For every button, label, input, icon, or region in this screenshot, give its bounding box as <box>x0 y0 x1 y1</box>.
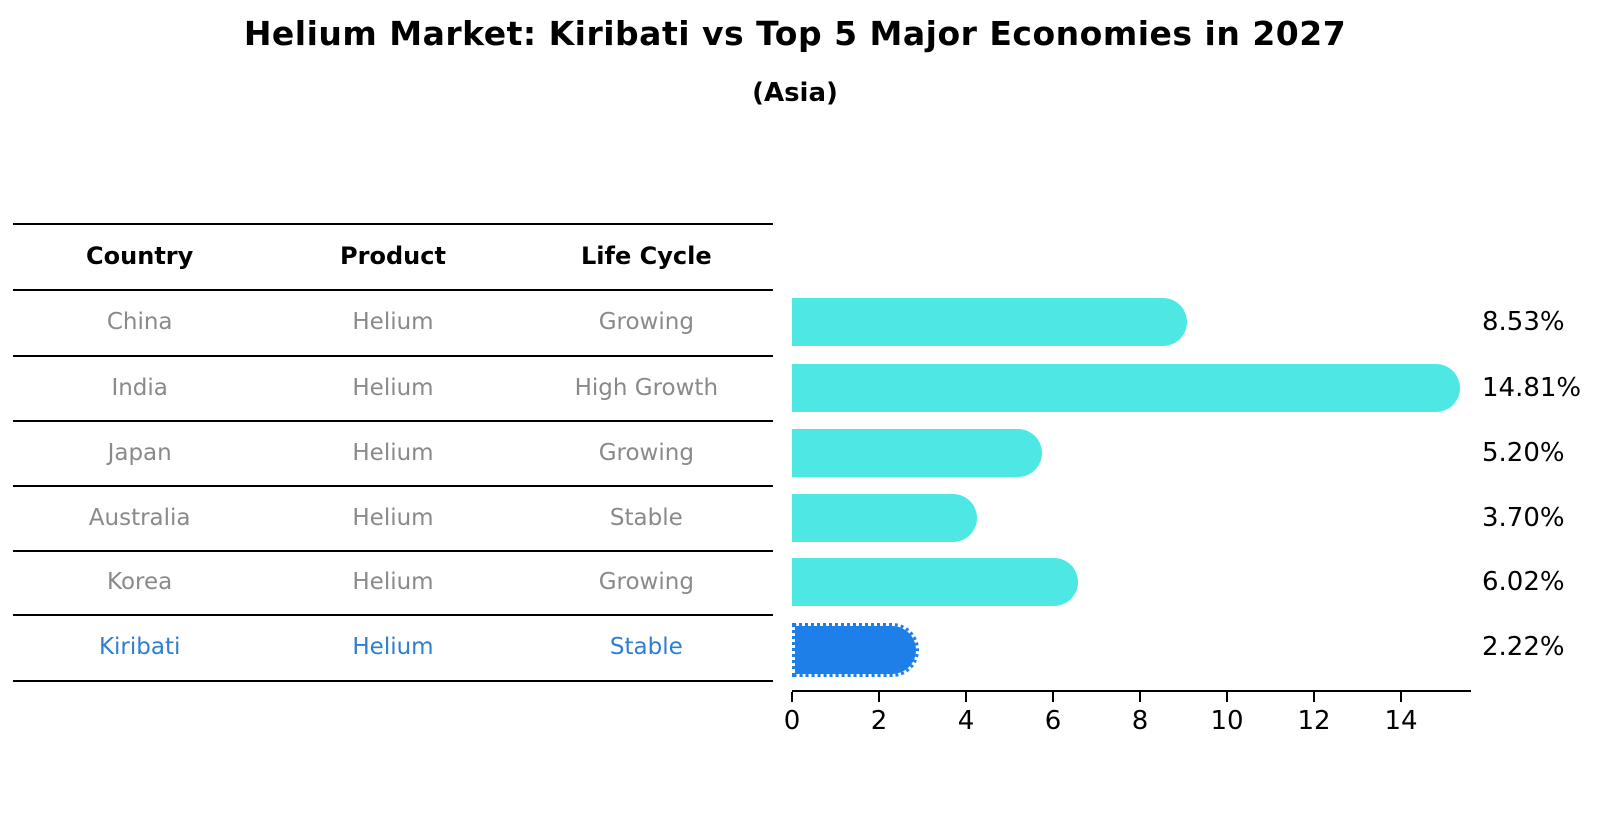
table-cell-product: Helium <box>352 309 434 335</box>
table-cell-product: Helium <box>352 569 434 595</box>
table-cell-product: Helium <box>352 504 434 531</box>
table-cell-life_cycle: Growing <box>598 569 694 595</box>
table-cell-life_cycle: Growing <box>598 439 694 466</box>
x-axis-tick-label: 4 <box>957 706 975 736</box>
x-axis-tick-label: 2 <box>870 706 888 736</box>
table-divider <box>13 355 773 357</box>
value-label-australia: 3.70% <box>1482 502 1565 533</box>
x-axis-tick <box>1226 692 1228 702</box>
table-cell-country: China <box>106 309 173 335</box>
column-header-product: Product <box>340 242 446 270</box>
table-divider <box>13 289 773 291</box>
table-cell-product: Helium <box>352 374 434 401</box>
table-cell-product: Helium <box>352 439 434 466</box>
table-row-korea: Korea Helium Growing <box>13 550 773 614</box>
x-axis-tick-label: 14 <box>1384 706 1418 736</box>
table-row-kiribati: Kiribati Helium Stable <box>13 614 773 680</box>
table-cell-life_cycle: Stable <box>609 504 683 531</box>
x-axis-line <box>792 690 1471 692</box>
x-axis-tick <box>791 692 793 702</box>
table-cell-country: Korea <box>107 569 173 595</box>
table-cell-country: Japan <box>107 439 172 466</box>
table-divider <box>13 680 773 682</box>
table-row-japan: Japan Helium Growing <box>13 420 773 485</box>
table-divider <box>13 550 773 552</box>
chart-title: Helium Market: Kiribati vs Top 5 Major E… <box>243 14 1347 53</box>
x-axis-tick-label: 8 <box>1131 706 1149 736</box>
bar-japan <box>792 428 1043 477</box>
table-row-india: India Helium High Growth <box>13 355 773 420</box>
column-header-life_cycle: Life Cycle <box>581 242 712 270</box>
table-cell-country: Kiribati <box>98 634 181 660</box>
value-label-kiribati: 2.22% <box>1482 632 1565 662</box>
table-cell-product: Helium <box>352 634 434 660</box>
bar-china <box>792 298 1188 346</box>
bar-australia <box>792 493 977 542</box>
value-label-japan: 5.20% <box>1482 437 1565 468</box>
x-axis-tick <box>878 692 880 702</box>
table-cell-country: India <box>111 374 168 401</box>
table-cell-life_cycle: Growing <box>598 309 694 335</box>
x-axis-tick-label: 12 <box>1297 706 1331 736</box>
x-axis-tick <box>1052 692 1054 702</box>
table-divider <box>13 420 773 422</box>
x-axis-tick <box>965 692 967 702</box>
x-axis-tick-label: 6 <box>1044 706 1062 736</box>
table-divider <box>13 223 773 225</box>
value-label-india: 14.81% <box>1482 372 1582 403</box>
table-cell-life_cycle: Stable <box>609 634 683 660</box>
table-row-china: China Helium Growing <box>13 289 773 355</box>
value-label-korea: 6.02% <box>1482 567 1565 597</box>
x-axis-tick-label: 0 <box>783 706 801 736</box>
table-cell-country: Australia <box>88 504 191 531</box>
bar-korea <box>792 558 1078 606</box>
x-axis-tick <box>1139 692 1141 702</box>
x-axis-tick <box>1313 692 1315 702</box>
table-cell-life_cycle: High Growth <box>574 374 719 401</box>
value-label-china: 8.53% <box>1482 307 1565 337</box>
x-axis-tick <box>1400 692 1402 702</box>
bar-kiribati <box>792 623 919 677</box>
table-divider <box>13 485 773 487</box>
table-row-australia: Australia Helium Stable <box>13 485 773 550</box>
chart-subtitle: (Asia) <box>752 78 838 108</box>
table-divider <box>13 614 773 616</box>
x-axis-tick-label: 10 <box>1210 706 1244 736</box>
table-row-header: Country Product Life Cycle <box>13 223 773 289</box>
bar-india <box>792 363 1461 412</box>
column-header-country: Country <box>86 242 194 270</box>
